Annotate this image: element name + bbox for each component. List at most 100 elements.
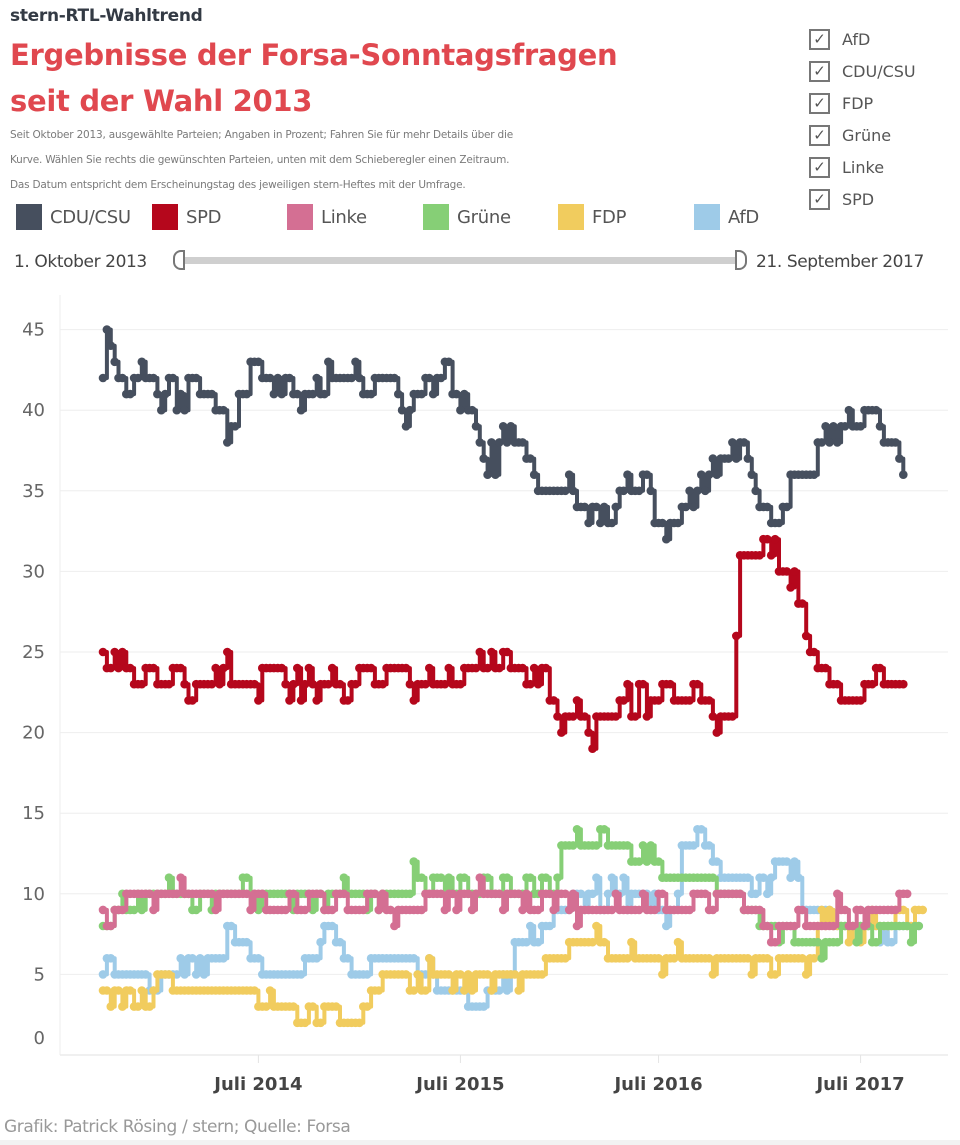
data-point-fdp[interactable] [809, 954, 819, 963]
data-point-cducsu[interactable] [320, 389, 329, 399]
legend-item-linke[interactable]: Linke [287, 203, 367, 231]
data-point-spd[interactable] [304, 663, 314, 673]
data-point-spd[interactable] [98, 647, 108, 657]
data-point-linke[interactable] [118, 905, 127, 915]
data-point-cducsu[interactable] [599, 502, 609, 512]
data-point-linke[interactable] [417, 905, 426, 915]
data-point-spd[interactable] [770, 534, 780, 544]
data-point-spd[interactable] [638, 679, 648, 689]
data-point-afd[interactable] [592, 873, 601, 882]
data-point-spd[interactable] [475, 647, 485, 657]
data-point-fdp[interactable] [331, 1002, 341, 1011]
data-point-spd[interactable] [786, 583, 795, 592]
data-point-afd[interactable] [316, 937, 325, 947]
data-point-spd[interactable] [821, 663, 830, 673]
data-point-afd[interactable] [226, 921, 236, 931]
data-point-afd[interactable] [327, 921, 337, 931]
data-point-linke[interactable] [440, 905, 450, 915]
data-point-linke[interactable] [467, 905, 477, 915]
data-point-afd[interactable] [712, 857, 722, 866]
data-point-spd[interactable] [502, 647, 512, 657]
data-point-fdp[interactable] [592, 921, 601, 931]
filter-checkbox-fdp[interactable]: ✓ FDP [809, 90, 873, 116]
data-point-afd[interactable] [697, 825, 706, 834]
data-point-linke[interactable] [518, 905, 527, 915]
data-point-fdp[interactable] [448, 986, 457, 995]
data-point-linke[interactable] [700, 889, 710, 899]
data-point-afd[interactable] [242, 937, 251, 947]
data-point-linke[interactable] [522, 889, 531, 899]
data-point-fdp[interactable] [844, 937, 854, 947]
data-point-linke[interactable] [638, 889, 648, 899]
data-point-grne[interactable] [339, 873, 349, 882]
data-point-spd[interactable] [541, 663, 551, 673]
data-point-fdp[interactable] [537, 970, 547, 979]
data-point-spd[interactable] [483, 663, 492, 673]
data-point-afd[interactable] [502, 986, 512, 995]
data-point-linke[interactable] [568, 889, 578, 899]
data-point-cducsu[interactable] [149, 373, 158, 383]
data-point-afd[interactable] [522, 937, 531, 947]
data-point-cducsu[interactable] [160, 389, 170, 399]
data-point-cducsu[interactable] [293, 389, 302, 399]
data-point-grne[interactable] [242, 873, 251, 882]
data-point-grne[interactable] [164, 873, 174, 882]
data-point-linke[interactable] [211, 905, 220, 915]
slider-start-handle[interactable] [173, 250, 185, 270]
data-point-cducsu[interactable] [157, 405, 166, 415]
data-point-spd[interactable] [557, 728, 566, 737]
data-point-afd[interactable] [195, 954, 205, 963]
data-point-cducsu[interactable] [498, 422, 508, 431]
data-point-fdp[interactable] [825, 905, 834, 915]
data-point-grne[interactable] [902, 921, 912, 931]
data-point-spd[interactable] [580, 712, 589, 721]
data-point-fdp[interactable] [409, 986, 419, 995]
data-point-spd[interactable] [401, 663, 411, 673]
data-point-cducsu[interactable] [495, 438, 504, 447]
data-point-fdp[interactable] [118, 1002, 127, 1011]
data-point-spd[interactable] [223, 647, 232, 657]
data-point-spd[interactable] [164, 679, 174, 689]
data-point-cducsu[interactable] [646, 486, 656, 496]
data-point-cducsu[interactable] [580, 502, 589, 512]
data-point-linke[interactable] [452, 905, 461, 915]
data-point-spd[interactable] [335, 679, 345, 689]
data-point-spd[interactable] [308, 679, 318, 689]
data-point-grne[interactable] [852, 937, 861, 947]
data-point-grne[interactable] [634, 857, 644, 866]
data-point-spd[interactable] [623, 679, 632, 689]
data-point-fdp[interactable] [421, 986, 430, 995]
data-point-cducsu[interactable] [502, 438, 512, 447]
data-point-cducsu[interactable] [296, 405, 306, 415]
data-point-fdp[interactable] [510, 970, 520, 979]
data-point-grne[interactable] [817, 954, 826, 963]
data-point-linke[interactable] [545, 889, 555, 899]
data-point-cducsu[interactable] [751, 486, 760, 496]
data-point-cducsu[interactable] [242, 389, 251, 399]
data-point-cducsu[interactable] [153, 389, 162, 399]
data-point-cducsu[interactable] [833, 438, 842, 447]
data-point-afd[interactable] [296, 970, 306, 979]
data-point-cducsu[interactable] [506, 422, 516, 431]
data-point-fdp[interactable] [374, 986, 384, 995]
data-point-linke[interactable] [378, 889, 388, 899]
data-point-cducsu[interactable] [763, 502, 772, 512]
data-point-spd[interactable] [584, 728, 593, 737]
data-point-afd[interactable] [335, 937, 345, 947]
data-point-spd[interactable] [665, 679, 675, 689]
data-point-cducsu[interactable] [592, 502, 601, 512]
data-point-spd[interactable] [211, 663, 220, 673]
data-point-linke[interactable] [755, 905, 764, 915]
data-point-fdp[interactable] [300, 1018, 310, 1028]
data-point-cducsu[interactable] [125, 389, 135, 399]
data-point-linke[interactable] [790, 921, 799, 931]
data-point-afd[interactable] [782, 857, 792, 866]
data-point-cducsu[interactable] [355, 373, 364, 383]
data-point-spd[interactable] [405, 679, 415, 689]
data-point-spd[interactable] [495, 663, 504, 673]
data-point-afd[interactable] [588, 889, 597, 899]
data-point-linke[interactable] [471, 889, 481, 899]
filter-checkbox-afd[interactable]: ✓ AfD [809, 26, 870, 52]
data-point-cducsu[interactable] [774, 518, 784, 528]
data-point-cducsu[interactable] [265, 373, 275, 383]
